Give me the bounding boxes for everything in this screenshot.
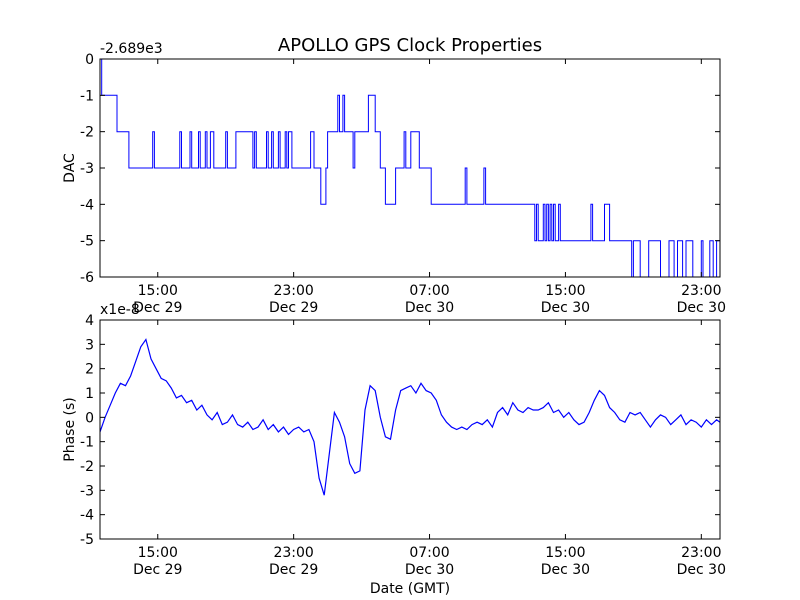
y-tick-label: -4 (80, 197, 94, 213)
x-tick-label-time: 23:00 (273, 545, 313, 561)
figure-title: APOLLO GPS Clock Properties (278, 35, 542, 56)
y-tick-label: -2 (80, 125, 94, 141)
x-tick-label-time: 15:00 (545, 283, 585, 299)
y-tick-label: -4 (80, 508, 94, 524)
y-tick-label: -2 (80, 459, 94, 475)
y-tick-label: 4 (85, 313, 94, 329)
y-tick-label: -5 (80, 532, 94, 548)
x-tick-label-date: Dec 30 (677, 300, 726, 316)
plot-frame (99, 319, 721, 540)
x-tick-label-time: 23:00 (681, 545, 721, 561)
y-tick-label: -3 (80, 161, 94, 177)
x-tick-label-time: 07:00 (409, 283, 449, 299)
x-tick-label-time: 23:00 (273, 283, 313, 299)
y-tick-label: -1 (80, 435, 94, 451)
x-tick-label-date: Dec 29 (133, 300, 182, 316)
y-tick-label: -6 (80, 270, 94, 286)
x-tick-label-date: Dec 29 (269, 300, 318, 316)
x-tick-label-date: Dec 30 (677, 562, 726, 578)
x-tick-label-date: Dec 29 (269, 562, 318, 578)
axis-offset-text: -2.689e3 (100, 41, 163, 57)
x-tick-label-time: 23:00 (681, 283, 721, 299)
y-tick-label: 0 (85, 410, 94, 426)
x-axis-label: Date (GMT) (370, 581, 450, 597)
y-axis-label: Phase (s) (62, 397, 78, 461)
y-tick-label: 1 (85, 386, 94, 402)
y-tick-label: -5 (80, 234, 94, 250)
x-tick-label-date: Dec 30 (405, 562, 454, 578)
x-tick-label-date: Dec 30 (541, 300, 590, 316)
y-tick-label: 0 (85, 52, 94, 68)
x-tick-label-time: 15:00 (138, 545, 178, 561)
x-tick-label-date: Dec 29 (133, 562, 182, 578)
axis-offset-text: x1e-8 (100, 302, 140, 318)
series-line-phase (99, 338, 721, 496)
x-tick-label-time: 07:00 (409, 545, 449, 561)
y-tick-label: -1 (80, 88, 94, 104)
y-axis-label: DAC (62, 153, 78, 183)
x-tick-label-time: 15:00 (545, 545, 585, 561)
y-tick-label: 3 (85, 337, 94, 353)
x-tick-label-time: 15:00 (138, 283, 178, 299)
series-line-dac (100, 58, 721, 278)
y-tick-label: -3 (80, 483, 94, 499)
y-tick-label: 2 (85, 362, 94, 378)
x-tick-label-date: Dec 30 (405, 300, 454, 316)
x-tick-label-date: Dec 30 (541, 562, 590, 578)
